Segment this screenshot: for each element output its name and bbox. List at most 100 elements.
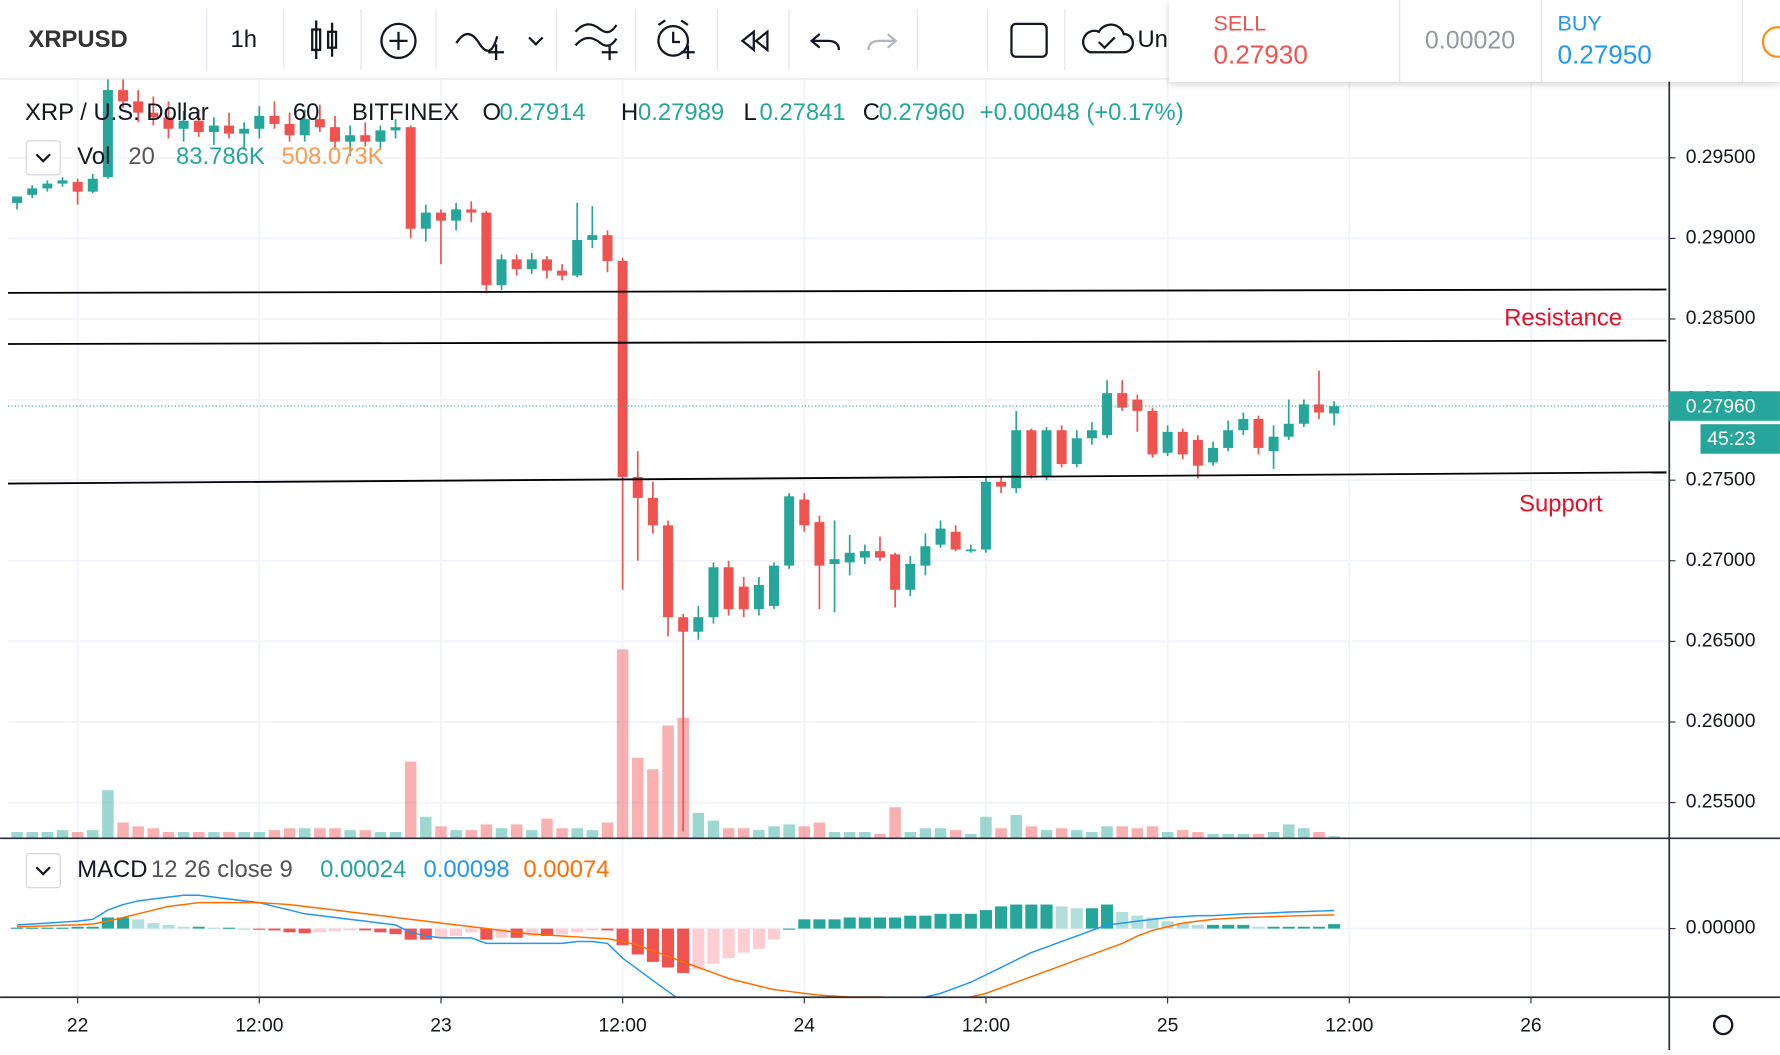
volume-layer bbox=[11, 649, 1340, 838]
macd-layer bbox=[11, 894, 1341, 997]
indicator-add-button[interactable] bbox=[380, 22, 417, 60]
histogram-bar bbox=[328, 928, 342, 932]
symbol-button[interactable]: XRPUSD bbox=[28, 26, 127, 53]
legend-value: 0.27914 bbox=[500, 99, 586, 126]
histogram-bar bbox=[1146, 917, 1159, 929]
histogram-bar bbox=[162, 924, 175, 929]
histogram-bar bbox=[1176, 923, 1189, 929]
redo-button[interactable] bbox=[867, 33, 898, 51]
x-tick-label: 12:00 bbox=[962, 1015, 1010, 1036]
volume-bar bbox=[177, 832, 190, 838]
candle-body bbox=[1056, 430, 1067, 465]
chevron-icon bbox=[35, 866, 51, 876]
candle-body bbox=[1283, 423, 1294, 437]
volume-bar bbox=[904, 832, 917, 838]
volume-bar bbox=[435, 826, 447, 838]
histogram-bar bbox=[586, 928, 599, 931]
volume-bar bbox=[1207, 833, 1219, 838]
histogram-bar bbox=[677, 928, 690, 973]
undo-button[interactable] bbox=[809, 33, 841, 51]
histogram-bar bbox=[783, 928, 796, 930]
histogram-bar bbox=[601, 928, 614, 931]
candle-body bbox=[1132, 399, 1143, 411]
account-icon[interactable] bbox=[1761, 26, 1780, 58]
candle-body bbox=[935, 528, 946, 545]
buy-price: 0.27950 bbox=[1557, 40, 1651, 70]
histogram-bar bbox=[1070, 908, 1083, 929]
candle-body bbox=[1102, 393, 1113, 436]
histogram-bar bbox=[722, 928, 735, 959]
collapse-button[interactable] bbox=[25, 853, 61, 889]
histogram-bar bbox=[1206, 924, 1220, 929]
legend-value: 0.27960 bbox=[879, 99, 965, 126]
histogram-bar bbox=[268, 928, 281, 931]
candle-body bbox=[299, 119, 310, 136]
histogram-bar bbox=[1161, 921, 1174, 929]
candle-body bbox=[87, 178, 98, 192]
candle-body bbox=[708, 567, 719, 618]
candle-body bbox=[375, 130, 386, 142]
candle-body bbox=[647, 497, 658, 526]
candle-body bbox=[1208, 447, 1219, 463]
collapse-button[interactable] bbox=[25, 140, 61, 176]
volume-bar bbox=[798, 826, 811, 838]
alert-button[interactable] bbox=[657, 19, 695, 60]
save-icon[interactable] bbox=[1082, 23, 1135, 54]
histogram-bar bbox=[1085, 908, 1098, 929]
volume-bar bbox=[223, 832, 235, 838]
histogram-bar bbox=[1191, 924, 1204, 929]
volume-bar bbox=[1010, 814, 1022, 838]
legend-exchange: BITFINEX bbox=[352, 99, 459, 126]
volume-bar bbox=[571, 828, 583, 838]
volume-bar bbox=[1222, 833, 1234, 838]
histogram-bar bbox=[889, 917, 902, 929]
compare-button[interactable] bbox=[455, 32, 544, 61]
volume-bar bbox=[1146, 826, 1159, 838]
volume-bar bbox=[813, 822, 826, 838]
volume-bar bbox=[162, 832, 175, 838]
candle-body bbox=[435, 212, 446, 221]
y-tick-label: 0.27000 bbox=[1686, 550, 1756, 571]
volume-bar bbox=[889, 807, 901, 838]
histogram-bar bbox=[737, 928, 750, 953]
volume-bar bbox=[859, 832, 871, 838]
volume-bar bbox=[601, 822, 614, 838]
settings-icon[interactable] bbox=[1712, 1014, 1734, 1036]
volume-bar bbox=[556, 828, 568, 838]
fullscreen-button[interactable] bbox=[1010, 22, 1048, 58]
volume-bar bbox=[692, 812, 705, 838]
trendline bbox=[7, 339, 1667, 345]
volume-bar bbox=[465, 830, 477, 838]
candle-body bbox=[784, 496, 795, 566]
histogram-bar bbox=[101, 917, 114, 929]
indicators-button[interactable] bbox=[574, 23, 618, 61]
legend-interval: 60 bbox=[293, 99, 320, 126]
volume-bar bbox=[11, 832, 23, 838]
sell-button[interactable] bbox=[1173, 1, 1399, 81]
candle-body bbox=[496, 259, 507, 286]
candle-body bbox=[632, 476, 643, 498]
histogram-bar bbox=[1267, 926, 1280, 929]
histogram-bar bbox=[86, 926, 99, 929]
histogram-bar bbox=[1131, 915, 1144, 929]
candle-body bbox=[1268, 436, 1279, 452]
legend-key: O bbox=[482, 99, 501, 126]
histogram-bar bbox=[919, 915, 932, 929]
histogram-bar bbox=[26, 927, 39, 929]
replay-button[interactable] bbox=[740, 29, 769, 53]
candle-body bbox=[1192, 439, 1203, 466]
volume-bar bbox=[722, 828, 735, 838]
histogram-bar bbox=[964, 913, 977, 929]
volume-bar bbox=[1267, 832, 1280, 838]
histogram-bar bbox=[1312, 926, 1326, 929]
last-price-box bbox=[1668, 391, 1780, 421]
volume-bar bbox=[117, 822, 129, 838]
legend-value: 508.073K bbox=[282, 143, 384, 170]
save-button-label[interactable]: Un bbox=[1137, 26, 1167, 53]
chart-style-button[interactable] bbox=[311, 20, 338, 60]
x-tick-label: 24 bbox=[794, 1015, 816, 1036]
histogram-bar bbox=[419, 928, 432, 940]
legend-value: 0.27841 bbox=[759, 99, 845, 126]
interval-button[interactable]: 1h bbox=[230, 26, 257, 53]
candle-body bbox=[102, 90, 113, 178]
